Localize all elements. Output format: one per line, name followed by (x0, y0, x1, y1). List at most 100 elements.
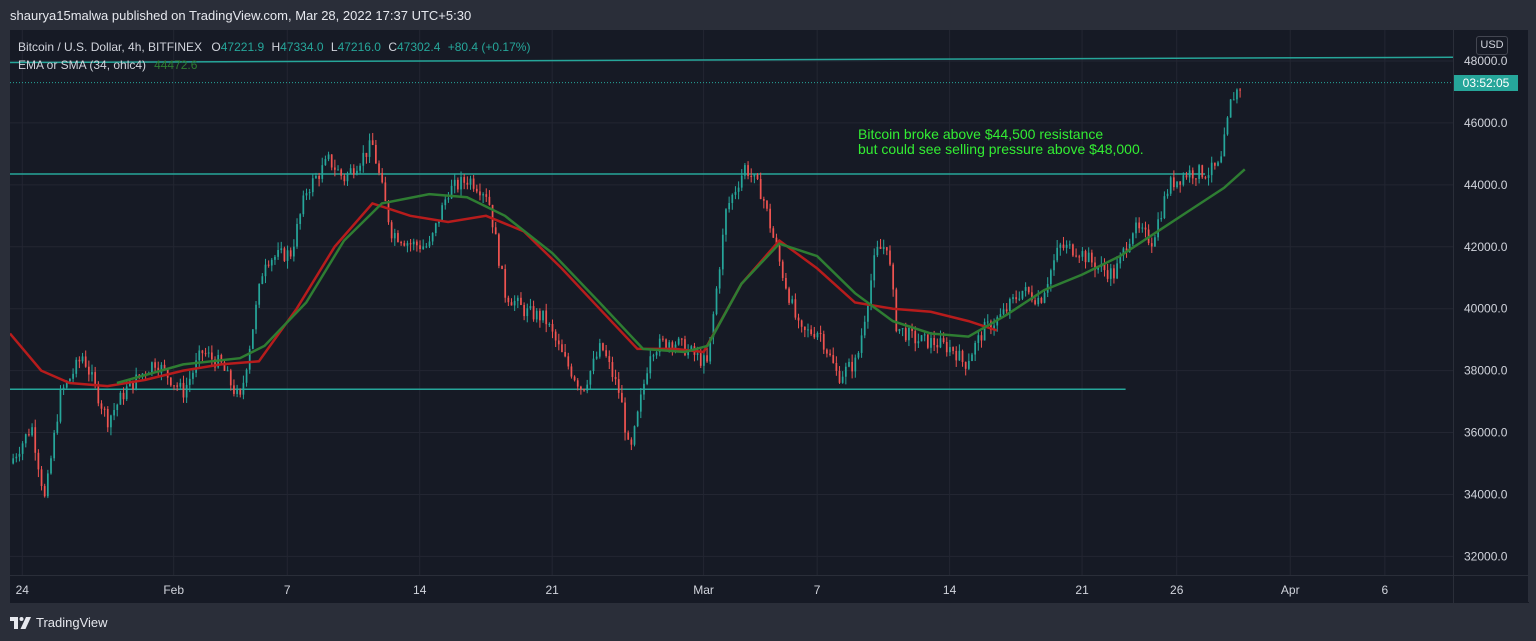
candle-375 (1195, 177, 1197, 186)
candle-113 (368, 133, 371, 163)
candle-49 (166, 368, 169, 385)
candle-378 (1204, 175, 1207, 180)
candle-119 (387, 200, 390, 225)
candle-358 (1141, 223, 1144, 233)
candle-92 (302, 190, 305, 217)
legend-open-value: 47221.9 (220, 40, 265, 54)
candle-246 (788, 286, 790, 306)
candle-149 (482, 192, 484, 203)
time-tick-label-6: 7 (814, 583, 821, 597)
candle-1 (15, 453, 18, 463)
candle-364 (1160, 211, 1163, 222)
candle-130 (422, 239, 425, 250)
candle-52 (176, 382, 179, 392)
candle-289 (923, 332, 926, 342)
last-price-countdown-badge: 03:52:05 (1454, 74, 1518, 91)
candle-166 (535, 308, 538, 323)
candle-135 (438, 221, 440, 227)
candle-236 (756, 173, 759, 181)
candle-306 (977, 330, 980, 351)
candle-297 (949, 339, 951, 356)
legend-indicator-row[interactable]: EMA or SMA (34, ohlc4) 44472.6 (18, 56, 530, 74)
time-axis[interactable]: 24 Feb 7 14 21 Mar 7 14 21 26 Apr 6 (10, 575, 1453, 603)
moving-averages (10, 168, 1246, 388)
candle-205 (658, 334, 661, 357)
candle-155 (501, 265, 503, 270)
candle-231 (740, 169, 743, 192)
candle-109 (356, 165, 358, 176)
candle-377 (1201, 164, 1204, 179)
candle-25 (91, 364, 93, 382)
candle-57 (192, 368, 194, 385)
candle-326 (1040, 296, 1043, 304)
price-tick-label-2: 36000.0 (1464, 426, 1508, 440)
candle-13 (53, 430, 56, 462)
candle-225 (721, 228, 724, 276)
trendline-upper[interactable] (10, 56, 1453, 64)
candle-267 (854, 354, 857, 378)
price-chart-svg[interactable] (10, 30, 1453, 575)
candle-11 (46, 469, 49, 499)
candle-277 (885, 247, 888, 256)
chart-pane[interactable]: Bitcoin / U.S. Dollar, 4h, BITFINEX O472… (10, 30, 1453, 575)
candle-270 (863, 315, 866, 339)
candle-55 (185, 377, 188, 403)
candle-286 (914, 326, 917, 352)
candle-31 (110, 414, 112, 436)
candle-156 (504, 264, 507, 303)
candle-173 (557, 333, 560, 351)
candle-255 (816, 331, 819, 340)
time-tick-label-0: 24 (16, 583, 30, 597)
candle-9 (40, 466, 43, 491)
time-tick-label-7: 14 (943, 583, 957, 597)
right-margin (1528, 30, 1536, 602)
candle-387 (1232, 92, 1235, 101)
candle-24 (87, 360, 90, 382)
candle-82 (270, 257, 273, 272)
candle-260 (832, 347, 835, 364)
candle-256 (819, 325, 822, 342)
candle-89 (293, 239, 295, 262)
candle-70 (233, 379, 235, 397)
candle-158 (510, 298, 513, 306)
candle-77 (255, 301, 257, 334)
candle-3 (21, 441, 24, 461)
candle-257 (822, 330, 825, 354)
candle-238 (762, 196, 765, 209)
candle-5 (28, 428, 30, 437)
candle-50 (169, 377, 172, 387)
candle-285 (911, 323, 913, 338)
price-axis[interactable]: 32000.0 34000.0 36000.0 38000.0 40000.0 42000… (1453, 30, 1529, 575)
candle-228 (731, 193, 734, 210)
candle-99 (324, 155, 327, 166)
candle-129 (419, 240, 421, 253)
candle-247 (791, 295, 794, 305)
candle-0 (12, 453, 15, 465)
candle-148 (479, 183, 481, 201)
candle-290 (926, 334, 929, 350)
candle-230 (737, 181, 740, 200)
candle-190 (611, 356, 614, 382)
price-tick-label-8: 48000.0 (1464, 54, 1508, 68)
footer-bar: TradingView (0, 602, 1536, 641)
candle-116 (378, 160, 380, 176)
candle-180 (580, 385, 582, 395)
candle-383 (1220, 151, 1223, 164)
time-tick-label-11: 6 (1382, 583, 1389, 597)
chart-annotation[interactable]: Bitcoin broke above $44,500 resistance b… (858, 127, 1144, 157)
candle-305 (974, 340, 977, 362)
candle-182 (586, 379, 589, 394)
candle-385 (1226, 116, 1229, 136)
candle-239 (766, 200, 768, 212)
candle-134 (434, 222, 437, 237)
chart-grid (10, 30, 1453, 575)
candle-304 (971, 352, 973, 362)
candle-4 (24, 433, 27, 448)
candle-360 (1147, 224, 1150, 246)
candle-321 (1024, 282, 1027, 297)
candle-251 (803, 326, 806, 338)
candle-86 (283, 246, 286, 262)
currency-button[interactable]: USD (1476, 36, 1508, 55)
candle-372 (1185, 171, 1188, 180)
candle-296 (945, 337, 948, 357)
